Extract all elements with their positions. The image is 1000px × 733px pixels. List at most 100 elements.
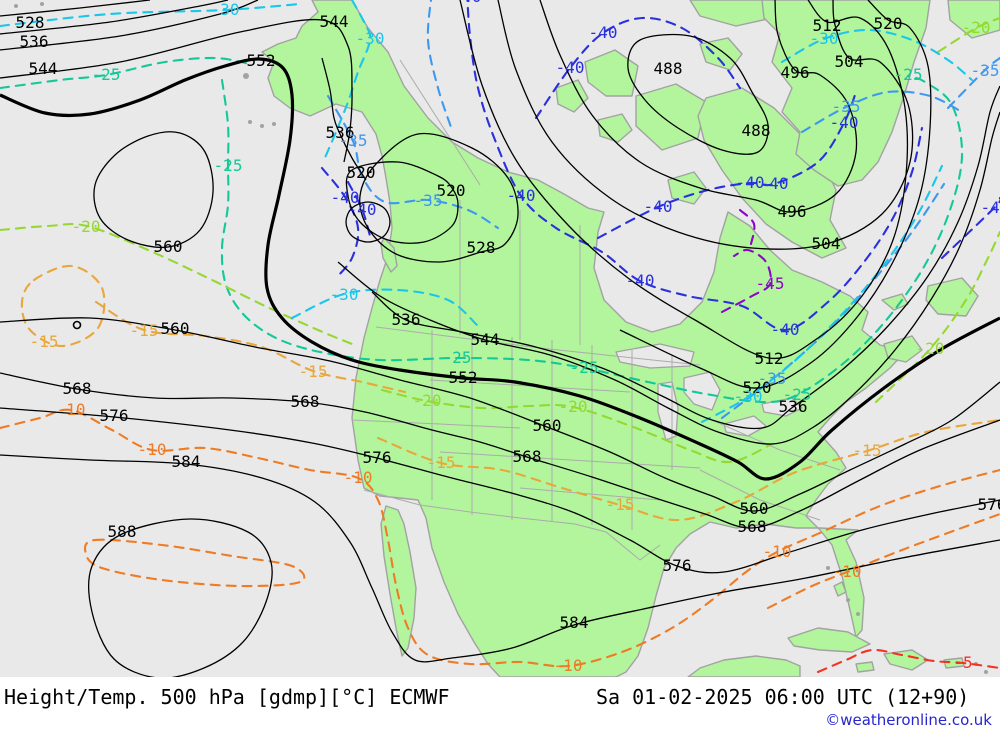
height-contour-588: [88, 518, 273, 677]
baffin-island: [697, 87, 847, 259]
antilles-speck-2: [984, 670, 988, 674]
temp-label--40: -40: [644, 197, 673, 216]
alaska-yukon-border: [399, 59, 481, 186]
temp-contour--10: [0, 408, 1000, 668]
temp-label--15: -15: [299, 362, 328, 381]
height-contour-520: [619, 0, 932, 389]
height-label-520: 520: [437, 181, 466, 200]
temp-contour--20: [380, 388, 774, 464]
height-label-544: 544: [471, 330, 500, 349]
temp-label--25: -25: [92, 65, 121, 84]
south-america: [687, 655, 801, 677]
temp-label--30: -30: [211, 0, 240, 19]
height-label-560: 560: [533, 416, 562, 435]
temp-contour--40: [596, 90, 858, 240]
height-contour-584: [0, 454, 1000, 663]
state-line-10: [439, 451, 701, 469]
height-label-488: 488: [654, 59, 683, 78]
height-label-520: 520: [874, 14, 903, 33]
bahamas-speck-1: [846, 598, 850, 602]
temp-label--40: -40: [331, 188, 360, 207]
temp-label--40: -40: [556, 58, 585, 77]
temp-contour--40: [534, 16, 742, 120]
ellesmere-island: [689, 0, 781, 27]
height-label-520: 520: [347, 163, 376, 182]
temp-label--10: -10: [763, 542, 792, 561]
height-label-536: 536: [392, 310, 421, 329]
height-label-576: 576: [363, 448, 392, 467]
bahamas-speck-3: [826, 566, 830, 570]
height-contour-536: [371, 85, 1000, 430]
state-line-11: [519, 487, 661, 501]
temp-label--45: -45: [756, 274, 785, 293]
aleutian-speck-1: [248, 120, 252, 124]
height-contour-512: [459, 0, 909, 360]
height-label-560: 560: [161, 319, 190, 338]
anticosti-island: [881, 293, 909, 311]
temp-contour--15: [94, 300, 407, 394]
caption-datetime: Sa 01-02-2025 06:00 UTC (12+90): [596, 685, 970, 709]
temp-contour--15: [20, 264, 106, 348]
height-label-496: 496: [781, 63, 810, 82]
height-label-488: 488: [742, 121, 771, 140]
bahamas-speck-2: [856, 612, 860, 616]
height-label-560: 560: [740, 499, 769, 518]
height-contour-520: [345, 161, 459, 244]
temp-label--40: -40: [453, 0, 482, 6]
temp-label--15: -15: [606, 495, 635, 514]
top-right-island: [947, 0, 1000, 39]
temp-label--40: -40: [626, 271, 655, 290]
temp-contour--45: [738, 208, 756, 246]
height-label-588: 588: [108, 522, 137, 541]
temp-contour--35: [800, 90, 964, 134]
banks-island: [584, 49, 639, 97]
temp-label--15: -15: [30, 332, 59, 351]
state-line-8: [351, 419, 521, 429]
temp-contour--40: [940, 196, 1000, 260]
caption-bar: Height/Temp. 500 hPa [gdmp][°C] ECMWF Sa…: [0, 677, 1000, 733]
height-label-576: 576: [100, 406, 129, 425]
height-contours-layer: [0, 0, 1000, 677]
temp-label--30: -30: [356, 29, 385, 48]
height-label-568: 568: [291, 392, 320, 411]
height-contour-504: [497, 0, 914, 250]
temp-contour--45: [720, 248, 772, 314]
height-label-576: 576: [978, 495, 1000, 514]
arctic-island-1: [699, 37, 743, 71]
temp-label--10: -10: [344, 468, 373, 487]
height-label-536: 536: [20, 32, 49, 51]
temp-contours-layer: [0, 0, 1000, 674]
cuba: [787, 627, 871, 653]
temp-label--25: -25: [443, 348, 472, 367]
height-contour-528: [0, 0, 229, 35]
watermark-link[interactable]: ©weatheronline.co.uk: [825, 711, 992, 729]
temp-label--35: -35: [971, 61, 1000, 80]
temp-label--20: -20: [72, 217, 101, 236]
jamaica: [855, 661, 875, 673]
height-contour-560: [0, 317, 1000, 512]
temp-label--10: -10: [554, 656, 583, 675]
height-label-512: 512: [755, 349, 784, 368]
temp-label--30: -30: [734, 387, 763, 406]
height-contour-544: [0, 18, 353, 163]
temp-contour--30: [780, 28, 974, 82]
temp-contour--5: [816, 648, 1000, 674]
newfoundland: [925, 277, 979, 317]
temp-label--15: -15: [427, 453, 456, 472]
temp-label--40: -40: [760, 174, 789, 193]
victoria-island: [635, 83, 707, 151]
siberia-speck-2: [40, 2, 44, 6]
temp-label--40: -40: [771, 320, 800, 339]
height-label-584: 584: [560, 613, 589, 632]
height-label-544: 544: [29, 59, 58, 78]
temp-contour--35: [946, 56, 1000, 110]
temp-label--35: -35: [758, 369, 787, 388]
temp-contour--30: [0, 2, 302, 28]
siberia-speck-1: [14, 4, 18, 8]
temp-label--40: -40: [589, 23, 618, 42]
temp-label--35: -35: [414, 191, 443, 210]
height-label-544: 544: [320, 12, 349, 31]
mini-contour-dot: [72, 320, 82, 330]
height-label-536: 536: [779, 397, 808, 416]
height-contour-536: [321, 57, 367, 181]
